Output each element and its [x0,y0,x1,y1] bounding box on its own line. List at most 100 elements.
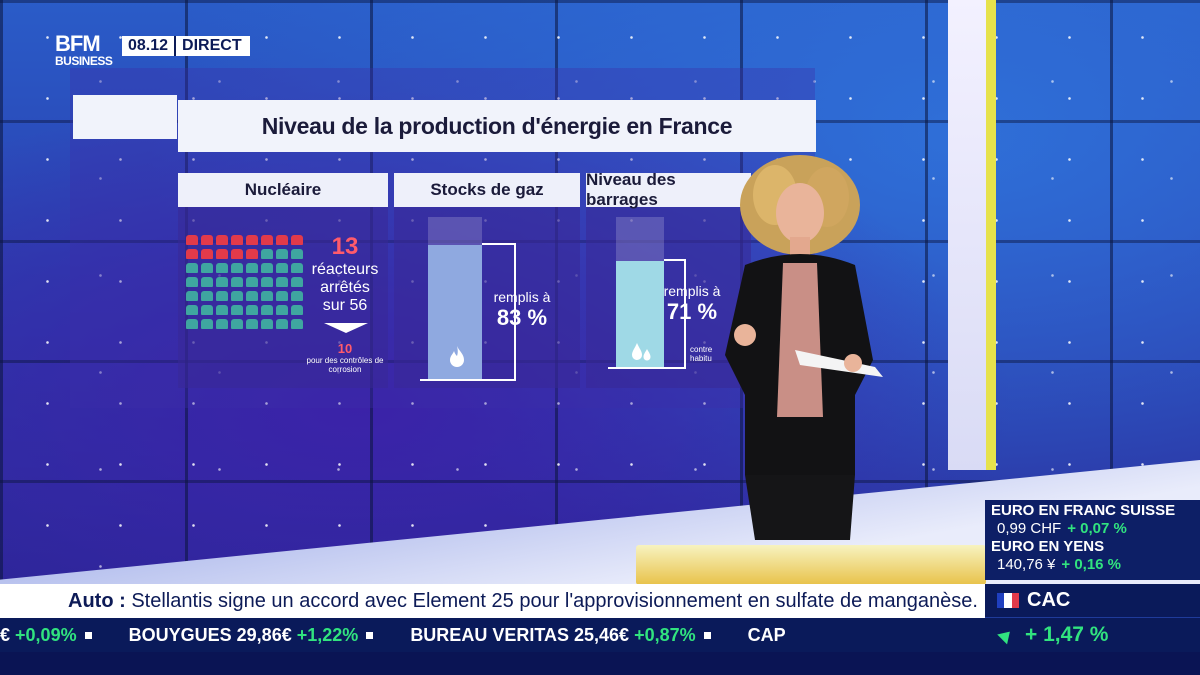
cac-change: + 1,47 % [1025,623,1109,646]
gas-card: Stocks de gaz remplis à 83 % [394,173,580,388]
cac-name: CAC [1027,589,1071,611]
nuclear-card: Nucléaire 13 réacteurs arrêtés sur 56 10… [178,173,388,388]
water-drop-icon [632,343,651,361]
reactor-stopped-icon [246,235,258,245]
cac-box: CAC + 1,47 % [985,584,1200,652]
stopped-line1: réacteurs [311,261,379,278]
reactor-running-icon [291,291,303,301]
gas-label: remplis à [493,289,551,305]
reactor-running-icon [291,249,303,259]
sub-count: 10 [337,341,353,356]
dams-note-line1: contre [690,345,713,354]
arrow-down-icon [324,323,368,333]
tape-change: +0,09% [15,625,77,645]
fx-box: EURO EN FRANC SUISSE 0,99 CHF + 0,07 % EU… [985,500,1200,580]
reactor-running-icon [276,277,288,287]
reactor-running-icon [216,291,228,301]
studio-desk [636,545,986,585]
bottom-band [0,652,1200,675]
tape-name: CAP [747,625,786,645]
separator-icon [703,631,711,639]
reactor-running-icon [246,263,258,273]
reactor-running-icon [261,263,273,273]
reactor-running-icon [276,305,288,315]
gas-baseline [420,379,516,381]
reactor-running-icon [246,319,258,329]
reactor-running-icon [186,291,198,301]
reactor-running-icon [291,319,303,329]
title-tab [73,95,177,139]
dams-baseline [608,367,686,369]
reactor-running-icon [291,277,303,287]
reactor-stopped-icon [201,235,213,245]
dams-label: remplis à [663,283,721,299]
nuclear-stopped: 13 réacteurs arrêtés sur 56 [306,233,384,315]
logo-bottom: BUSINESS [55,54,113,68]
channel-logo: BFM BUSINESS [55,33,119,73]
tape-value: 29,86€ [236,625,292,645]
france-flag-icon [997,593,1019,608]
cac-change-row: + 1,47 % [985,618,1200,652]
arrow-up-icon [997,626,1015,644]
dams-note-line2: habitu [690,354,712,363]
fx1-title: EURO EN FRANC SUISSE [991,502,1176,519]
dams-card: Niveau des barrages remplis à 71 % contr… [586,170,751,388]
fx1-row: 0,99 CHF + 0,07 % [991,520,1194,538]
fx2-title: EURO EN YENS [991,538,1105,555]
cac-header: CAC [985,584,1200,618]
live-badge: DIRECT [174,36,250,56]
reactor-running-icon [231,277,243,287]
reactor-stopped-icon [231,249,243,259]
reactor-running-icon [186,319,198,329]
reactor-running-icon [216,305,228,315]
logo-top: BFM [55,31,101,56]
reactor-running-icon [276,319,288,329]
reactor-running-icon [276,291,288,301]
reactor-running-icon [231,291,243,301]
reactor-running-icon [216,263,228,273]
tape-value: 25,46€ [574,625,630,645]
news-tag: Auto : [68,590,126,612]
stock-tape: € +0,09% BOUYGUES 29,86€ +1,22% BUREAU V… [0,618,985,652]
reactor-running-icon [261,319,273,329]
infographic-title: Niveau de la production d'énergie en Fra… [178,100,816,152]
stopped-line2: arrêtés [320,279,370,296]
separator-icon [84,631,92,639]
reactor-running-icon [186,263,198,273]
fx2-change: + 0,16 % [1061,556,1122,573]
reactor-stopped-icon [291,235,303,245]
reactor-running-icon [261,305,273,315]
dams-percent: 71 % [666,299,718,324]
reactor-running-icon [261,249,273,259]
reactor-running-icon [291,263,303,273]
dams-note: contre habitu [690,345,712,363]
reactor-stopped-icon [201,249,213,259]
reactor-stopped-icon [216,235,228,245]
stopped-line3: sur 56 [322,297,368,314]
tape-change: +0,87% [634,625,696,645]
reactor-stopped-icon [231,235,243,245]
tape-item: BOUYGUES 29,86€ +1,22% [129,618,388,652]
reactor-running-icon [201,319,213,329]
reactor-stopped-icon [186,235,198,245]
reactor-running-icon [216,319,228,329]
reactor-stopped-icon [216,249,228,259]
reactor-running-icon [246,277,258,287]
nuclear-header: Nucléaire [178,173,388,207]
tape-name: BOUYGUES [128,625,232,645]
gas-percent: 83 % [496,305,548,330]
reactor-running-icon [201,291,213,301]
stopped-count: 13 [331,233,359,260]
nuclear-sub: 10 pour des contrôles de corrosion [306,341,384,374]
fx1-change: + 0,07 % [1067,520,1127,537]
reactor-running-icon [291,305,303,315]
gas-header: Stocks de gaz [394,173,580,207]
news-ticker: Auto : Stellantis signe un accord avec E… [0,584,985,618]
tape-change: +1,22% [296,625,359,645]
tape-name: BUREAU VERITAS [410,625,569,645]
dams-header: Niveau des barrages [586,170,751,209]
news-text: Stellantis signe un accord avec Element … [131,590,978,612]
reactor-running-icon [231,263,243,273]
fx1-value: 0,99 CHF [997,520,1062,537]
tape-item: BUREAU VERITAS 25,46€ +0,87% [410,618,724,652]
